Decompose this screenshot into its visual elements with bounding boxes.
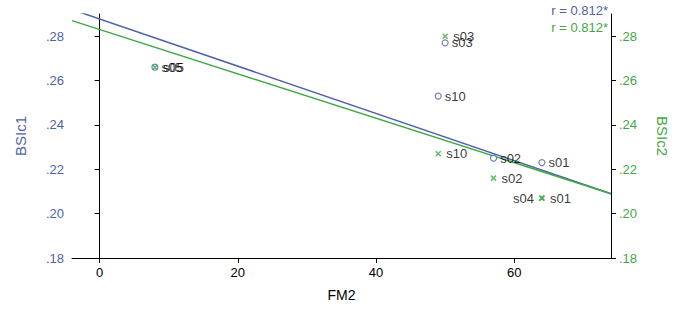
svg-text:BSIc1: BSIc1: [12, 116, 29, 156]
svg-text:s02: s02: [500, 151, 521, 166]
svg-text:.26: .26: [46, 73, 64, 88]
svg-text:.18: .18: [46, 251, 64, 266]
svg-text:s10: s10: [446, 146, 467, 161]
svg-text:s01: s01: [548, 155, 569, 170]
svg-text:s01: s01: [550, 191, 571, 206]
svg-text:s05: s05: [163, 60, 184, 75]
svg-text:20: 20: [231, 265, 245, 280]
svg-text:.26: .26: [619, 73, 637, 88]
svg-text:s03: s03: [453, 29, 474, 44]
svg-text:FM2: FM2: [328, 287, 356, 303]
svg-text:.20: .20: [619, 206, 637, 221]
svg-text:s02: s02: [502, 171, 523, 186]
svg-text:.28: .28: [46, 29, 64, 44]
svg-text:40: 40: [369, 265, 383, 280]
svg-text:s04: s04: [513, 191, 534, 206]
svg-text:.24: .24: [46, 117, 64, 132]
svg-text:.18: .18: [619, 251, 637, 266]
svg-text:0: 0: [96, 265, 103, 280]
svg-text:r = 0.812*: r = 0.812*: [551, 20, 608, 35]
svg-text:.22: .22: [46, 162, 64, 177]
svg-text:BSIc2: BSIc2: [654, 116, 671, 156]
svg-text:.22: .22: [619, 162, 637, 177]
svg-text:.20: .20: [46, 206, 64, 221]
svg-text:.28: .28: [619, 29, 637, 44]
svg-text:r = 0.812*: r = 0.812*: [551, 3, 608, 18]
svg-text:.24: .24: [619, 117, 637, 132]
svg-text:60: 60: [507, 265, 521, 280]
svg-text:s10: s10: [445, 89, 466, 104]
